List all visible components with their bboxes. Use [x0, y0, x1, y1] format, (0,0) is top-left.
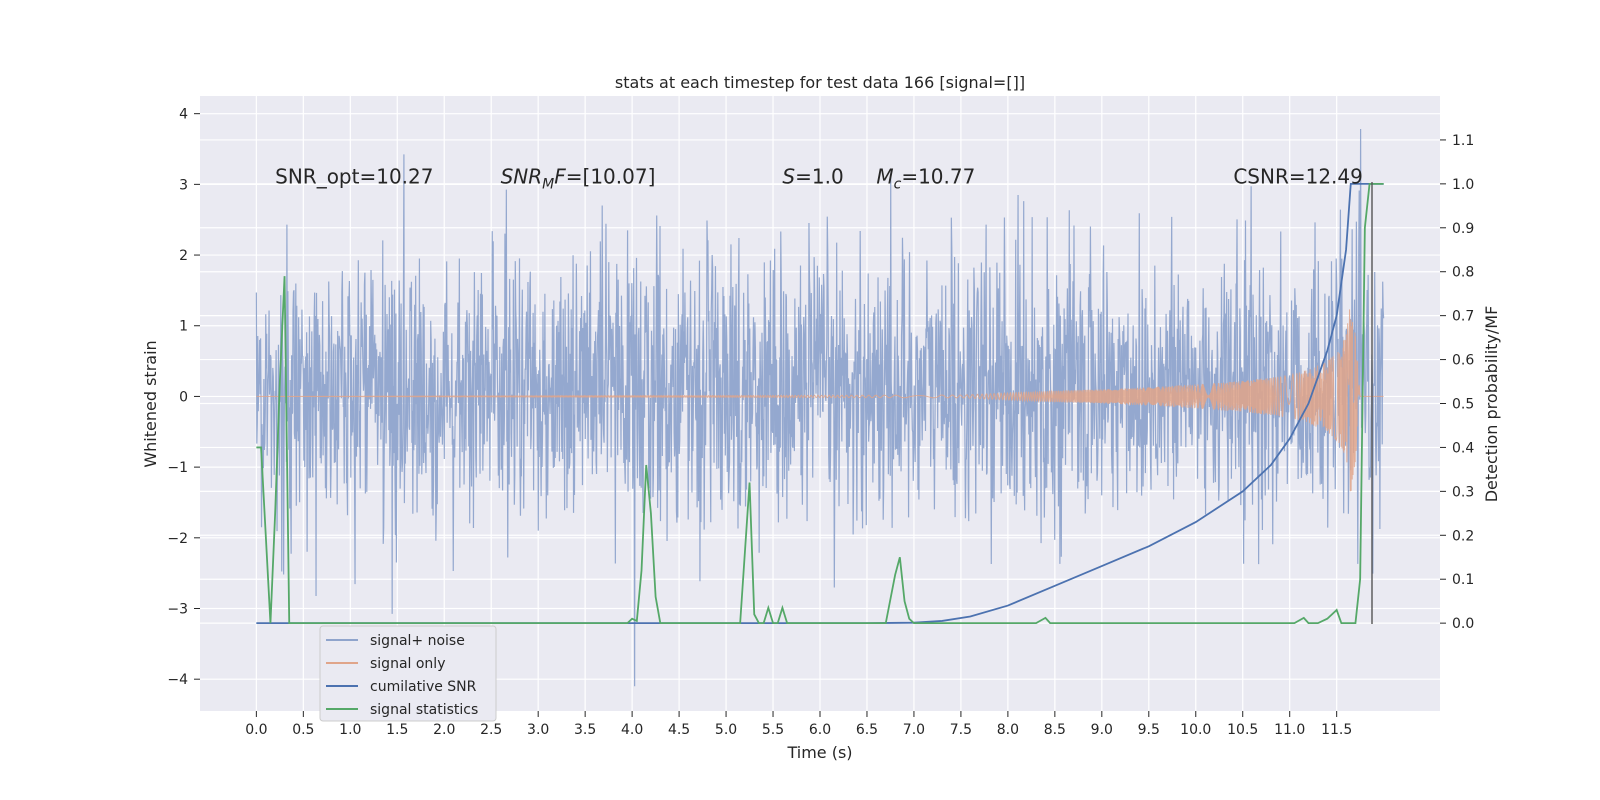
x-tick-label: 0.5 — [292, 722, 314, 738]
x-tick-label: 10.5 — [1227, 722, 1258, 738]
x-axis: 0.0 0.5 1.0 1.5 2.0 2.5 3.0 3.5 4.0 4.5 5.0 5.5 6.0 6… — [245, 711, 1352, 738]
x-tick-label: 1.5 — [386, 722, 408, 738]
y-left-tick-label: 4 — [179, 107, 188, 123]
x-tick-label: 6.0 — [809, 722, 831, 738]
x-tick-label: 2.0 — [433, 722, 455, 738]
annotation: Mc=10.77 — [876, 164, 975, 192]
x-tick-label: 6.5 — [856, 722, 878, 738]
x-tick-label: 4.5 — [668, 722, 690, 738]
y-left-tick-label: 1 — [179, 319, 188, 335]
y-left-tick-label: −1 — [167, 460, 188, 476]
series-signal-statistics — [256, 182, 1384, 625]
annotation: S=1.0 — [782, 164, 843, 188]
legend-label: signal statistics — [370, 702, 478, 718]
line-cumilative-snr — [256, 182, 1384, 625]
x-tick-label: 3.0 — [527, 722, 549, 738]
y-axis-right-label: Detection probability/MF — [1482, 306, 1501, 503]
y-axis-right: 1.1 1.0 0.9 0.8 0.7 0.6 0.5 0.4 0.3 0.2 0.1 0.0 — [1440, 133, 1474, 632]
y-right-tick-label: 0.9 — [1452, 221, 1474, 237]
y-left-tick-label: 0 — [179, 389, 188, 405]
series-cumilative-snr — [256, 182, 1384, 625]
x-tick-label: 2.5 — [480, 722, 502, 738]
y-right-tick-label: 1.1 — [1452, 133, 1474, 149]
line-signal-only — [256, 309, 1384, 492]
y-right-tick-label: 0.1 — [1452, 572, 1474, 588]
y-right-tick-label: 0.2 — [1452, 528, 1474, 544]
x-tick-label: 3.5 — [574, 722, 596, 738]
legend-label: signal+ noise — [370, 633, 465, 649]
x-tick-label: 7.5 — [950, 722, 972, 738]
chart-title: stats at each timestep for test data 166… — [615, 73, 1025, 92]
x-tick-label: 0.0 — [245, 722, 267, 738]
y-right-tick-label: 0.5 — [1452, 397, 1474, 413]
x-tick-label: 5.5 — [762, 722, 784, 738]
x-tick-label: 11.5 — [1321, 722, 1352, 738]
x-tick-label: 10.0 — [1180, 722, 1211, 738]
series-signal-only — [256, 309, 1384, 492]
annotation: SNR_opt=10.27 — [275, 164, 433, 188]
y-left-tick-label: −2 — [167, 531, 188, 547]
x-axis-label: Time (s) — [786, 743, 852, 762]
x-tick-label: 1.0 — [339, 722, 361, 738]
y-left-tick-label: −4 — [167, 672, 188, 688]
x-tick-label: 11.0 — [1274, 722, 1305, 738]
legend-box — [319, 625, 497, 722]
y-right-tick-label: 0.3 — [1452, 484, 1474, 500]
x-tick-label: 4.0 — [621, 722, 643, 738]
x-tick-label: 8.0 — [997, 722, 1019, 738]
y-right-tick-label: 0.6 — [1452, 353, 1474, 369]
legend-label: cumilative SNR — [370, 679, 477, 695]
y-right-tick-label: 0.0 — [1452, 616, 1474, 632]
annotations: SNR_opt=10.27 SNRMF=[10.07] S=1.0 Mc=10.77 C… — [275, 164, 1363, 192]
series-signal-noise — [255, 128, 1385, 687]
legend-label: signal only — [370, 656, 445, 672]
x-tick-label: 5.0 — [715, 722, 737, 738]
y-left-tick-label: 3 — [179, 177, 188, 193]
y-right-tick-label: 0.4 — [1452, 440, 1474, 456]
y-right-tick-label: 0.8 — [1452, 265, 1474, 281]
x-tick-label: 9.0 — [1091, 722, 1113, 738]
legend: signal+ noise signal only cumilative SNR si… — [319, 625, 497, 722]
line-signal-statistics — [256, 182, 1384, 625]
y-right-tick-label: 0.7 — [1452, 309, 1474, 325]
y-axis-left: 4 3 2 1 0 −1 −2 −3 −4 — [167, 107, 200, 688]
y-left-tick-label: −3 — [167, 602, 188, 618]
annotation: CSNR=12.49 — [1233, 164, 1363, 188]
x-tick-label: 9.5 — [1138, 722, 1160, 738]
y-right-tick-label: 1.0 — [1452, 177, 1474, 193]
y-left-tick-label: 2 — [179, 248, 188, 264]
x-tick-label: 7.0 — [903, 722, 925, 738]
y-axis-left-label: Whitened strain — [141, 340, 160, 467]
annotation: SNRMF=[10.07] — [501, 164, 656, 192]
line-signal-noise — [255, 128, 1385, 687]
x-tick-label: 8.5 — [1044, 722, 1066, 738]
